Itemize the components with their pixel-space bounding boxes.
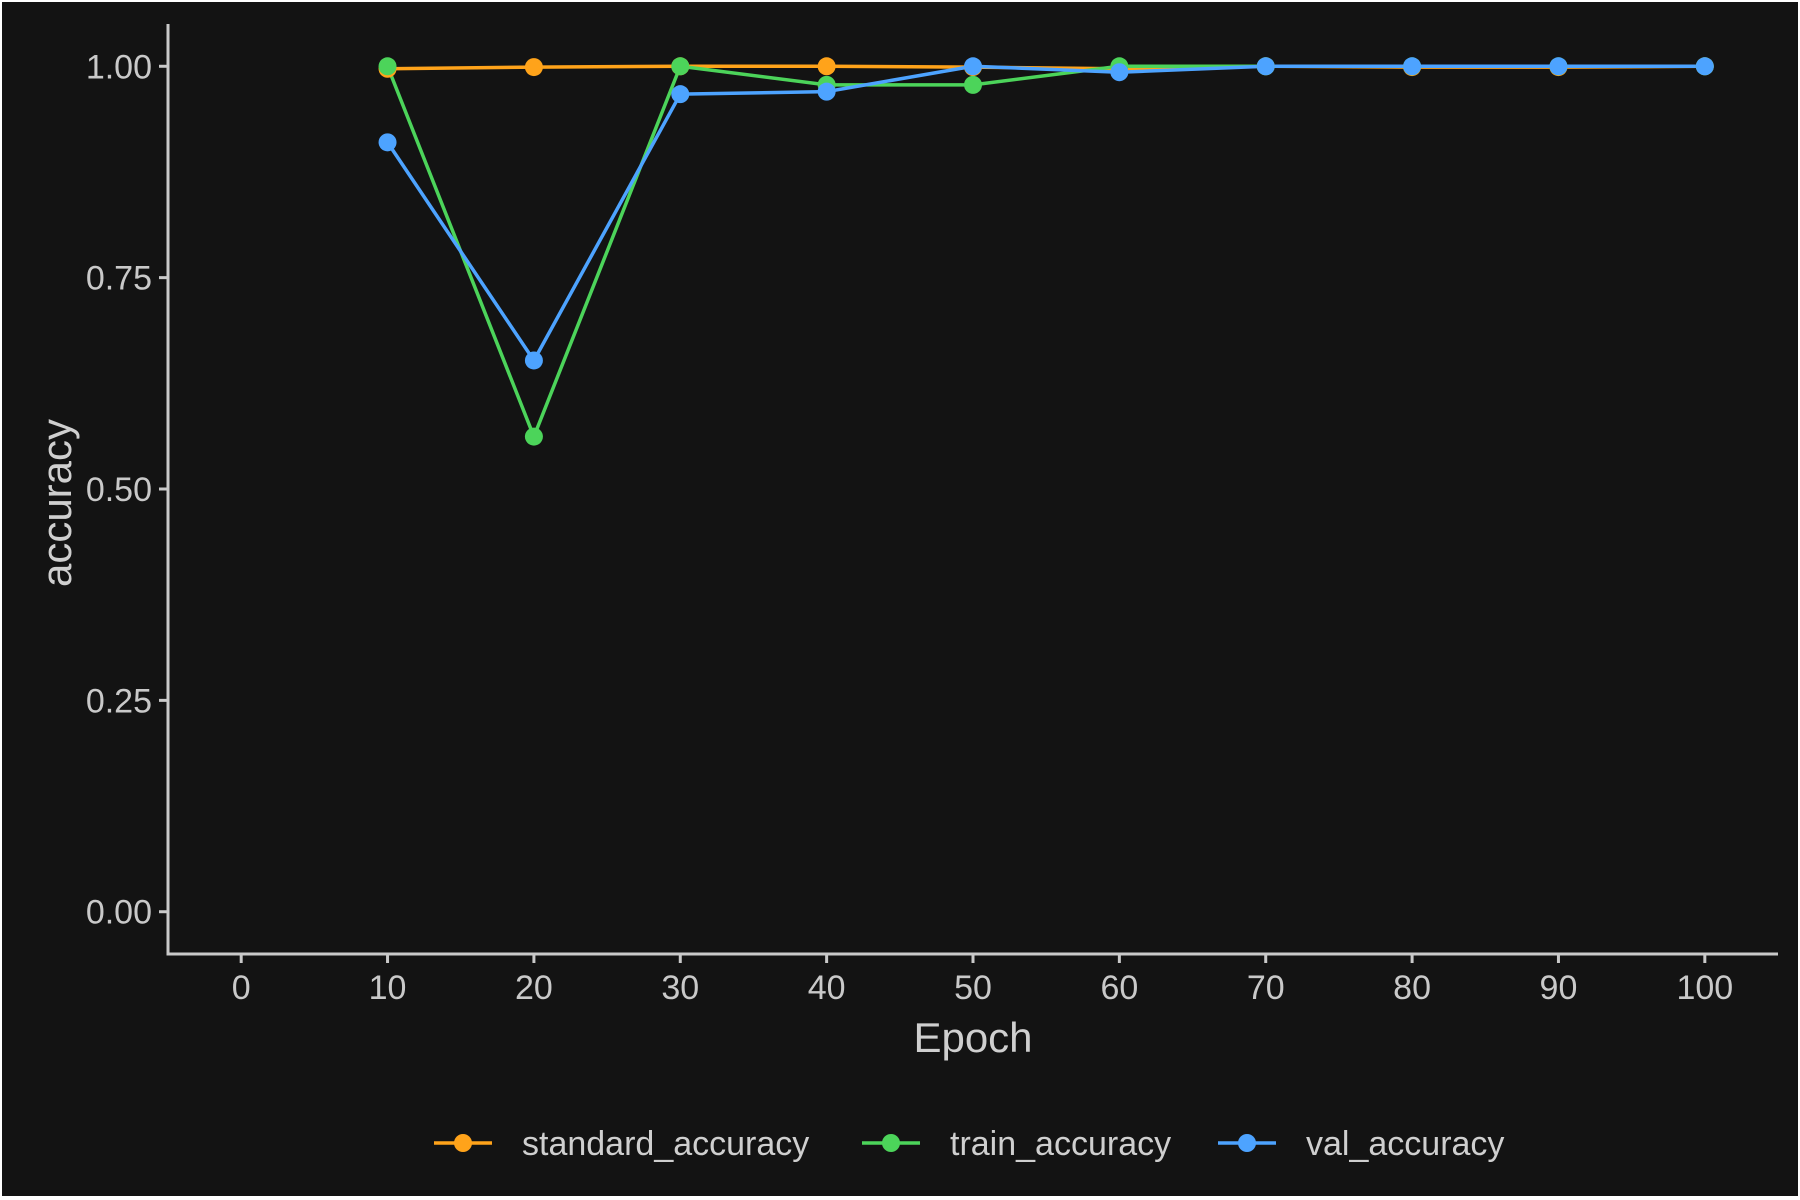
series-layer	[378, 57, 1714, 446]
axes	[166, 24, 1778, 956]
data-point-train_accuracy	[378, 57, 397, 76]
x-tick-label: 50	[954, 969, 992, 1007]
x-tick-label: 70	[1247, 969, 1285, 1007]
y-tick-label: 0.25	[86, 682, 152, 720]
x-tick-label: 90	[1540, 969, 1578, 1007]
data-point-val_accuracy	[524, 351, 543, 370]
data-point-val_accuracy	[817, 82, 836, 101]
data-point-train_accuracy	[964, 75, 982, 94]
y-tick-label: 1.00	[86, 48, 152, 86]
x-tick-label: 60	[1100, 969, 1138, 1007]
legend-swatch-marker	[882, 1134, 900, 1152]
x-tick-label: 40	[808, 969, 846, 1007]
x-tick-label: 0	[232, 969, 251, 1007]
y-tick-label: 0.75	[86, 260, 152, 298]
legend-item-val_accuracy: val_accuracy	[1218, 1125, 1504, 1163]
data-point-val_accuracy	[1695, 57, 1714, 76]
data-point-val_accuracy	[671, 85, 690, 104]
x-tick-label: 20	[515, 969, 553, 1007]
y-tick-label: 0.00	[86, 894, 152, 932]
data-point-standard_accuracy	[524, 58, 543, 77]
x-tick-label: 10	[369, 969, 407, 1007]
x-tick-label: 30	[661, 969, 699, 1007]
data-point-val_accuracy	[378, 133, 397, 152]
data-point-train_accuracy	[524, 427, 543, 446]
legend-swatch-marker	[454, 1134, 472, 1152]
y-ticks: 0.00 0.25 0.50 0.75 1.00	[86, 48, 168, 932]
data-point-standard_accuracy	[817, 57, 836, 76]
data-point-val_accuracy	[1549, 57, 1568, 76]
series-line-train_accuracy	[385, 64, 1705, 439]
legend: standard_accuracy train_accuracy val_accur…	[434, 1125, 1504, 1163]
legend-swatch-marker	[1238, 1134, 1256, 1152]
legend-label: standard_accuracy	[522, 1125, 809, 1163]
y-axis-title: accuracy	[33, 419, 80, 587]
series-line-val_accuracy	[386, 64, 1705, 363]
x-tick-label: 100	[1676, 969, 1733, 1007]
data-point-val_accuracy	[1403, 57, 1422, 76]
data-point-val_accuracy	[964, 57, 982, 76]
data-point-val_accuracy	[1110, 63, 1129, 82]
data-point-val_accuracy	[1256, 57, 1275, 76]
x-axis-title: Epoch	[913, 1014, 1032, 1061]
data-point-train_accuracy	[671, 57, 690, 76]
legend-label: train_accuracy	[950, 1125, 1171, 1163]
y-tick-label: 0.50	[86, 471, 152, 509]
legend-label: val_accuracy	[1306, 1125, 1504, 1163]
x-tick-label: 80	[1393, 969, 1431, 1007]
legend-item-train_accuracy: train_accuracy	[862, 1125, 1171, 1163]
x-ticks: 0 10 20 30 40 50 60 70 80 90 100	[232, 954, 1733, 1007]
legend-item-standard_accuracy: standard_accuracy	[434, 1125, 809, 1163]
